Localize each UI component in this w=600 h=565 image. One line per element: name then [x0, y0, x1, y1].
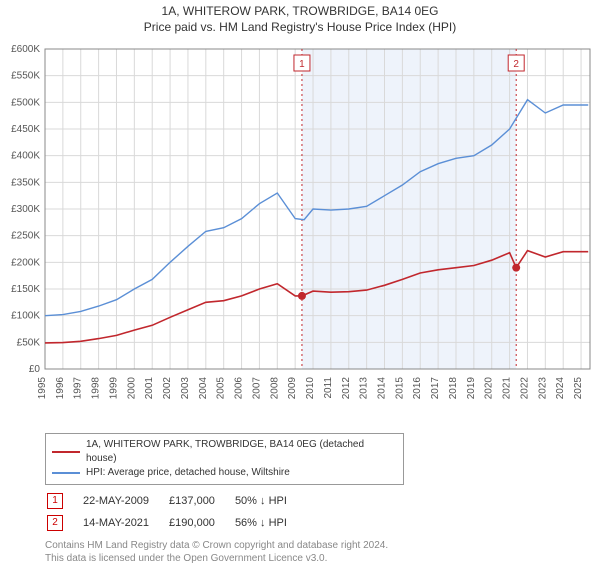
legend: 1A, WHITEROW PARK, TROWBRIDGE, BA14 0EG …: [45, 433, 404, 485]
svg-text:2015: 2015: [394, 377, 405, 400]
marker-date: 22-MAY-2009: [83, 491, 167, 511]
svg-text:1998: 1998: [91, 377, 102, 400]
svg-text:£350K: £350K: [11, 178, 40, 189]
svg-text:1995: 1995: [37, 377, 48, 400]
svg-text:2010: 2010: [305, 377, 316, 400]
svg-text:1997: 1997: [73, 377, 84, 400]
legend-swatch: [52, 472, 80, 474]
footnote: Contains HM Land Registry data © Crown c…: [45, 539, 588, 565]
marker-badge: 2: [47, 515, 63, 531]
svg-text:£50K: £50K: [17, 338, 41, 349]
svg-text:£250K: £250K: [11, 231, 40, 242]
footnote-line: Contains HM Land Registry data © Crown c…: [45, 539, 588, 552]
svg-text:£150K: £150K: [11, 284, 40, 295]
marker-delta: 50% ↓ HPI: [235, 491, 305, 511]
marker-badge: 1: [47, 493, 63, 509]
footnote-line: This data is licensed under the Open Gov…: [45, 552, 588, 565]
svg-text:2023: 2023: [537, 377, 548, 400]
svg-text:2008: 2008: [269, 377, 280, 400]
marker-row: 1 22-MAY-2009 £137,000 50% ↓ HPI: [47, 491, 305, 511]
legend-label: HPI: Average price, detached house, Wilt…: [86, 466, 290, 480]
svg-text:2016: 2016: [412, 377, 423, 400]
legend-item: 1A, WHITEROW PARK, TROWBRIDGE, BA14 0EG …: [52, 438, 397, 466]
svg-text:£400K: £400K: [11, 151, 40, 162]
svg-text:2018: 2018: [448, 377, 459, 400]
svg-text:2011: 2011: [323, 377, 334, 399]
marker-delta: 56% ↓ HPI: [235, 513, 305, 533]
marker-price: £190,000: [169, 513, 233, 533]
svg-text:£100K: £100K: [11, 311, 40, 322]
line-chart-svg: £0 £50K £100K £150K £200K £250K £300K £350K £400…: [0, 39, 600, 429]
svg-text:2002: 2002: [162, 377, 173, 400]
svg-text:2020: 2020: [484, 377, 495, 400]
legend-item: HPI: Average price, detached house, Wilt…: [52, 466, 397, 480]
marker-price: £137,000: [169, 491, 233, 511]
svg-text:2001: 2001: [144, 377, 155, 400]
chart-subtitle: Price paid vs. HM Land Registry's House …: [0, 20, 600, 36]
svg-text:2: 2: [513, 59, 519, 70]
marker-row: 2 14-MAY-2021 £190,000 56% ↓ HPI: [47, 513, 305, 533]
svg-text:1: 1: [299, 59, 305, 70]
marker-date: 14-MAY-2021: [83, 513, 167, 533]
chart-container: 1A, WHITEROW PARK, TROWBRIDGE, BA14 0EG …: [0, 4, 600, 564]
svg-text:£600K: £600K: [11, 44, 40, 55]
svg-text:£300K: £300K: [11, 204, 40, 215]
svg-text:2004: 2004: [198, 377, 209, 400]
svg-text:2005: 2005: [216, 377, 227, 400]
svg-text:£500K: £500K: [11, 98, 40, 109]
svg-text:2022: 2022: [519, 377, 530, 400]
svg-text:2007: 2007: [251, 377, 262, 400]
svg-text:2003: 2003: [180, 377, 191, 400]
svg-text:2024: 2024: [555, 377, 566, 400]
svg-text:2012: 2012: [341, 377, 352, 400]
svg-text:2019: 2019: [466, 377, 477, 400]
svg-text:£450K: £450K: [11, 124, 40, 135]
svg-text:£550K: £550K: [11, 71, 40, 82]
svg-text:£0: £0: [29, 364, 41, 375]
svg-text:2025: 2025: [573, 377, 584, 400]
legend-label: 1A, WHITEROW PARK, TROWBRIDGE, BA14 0EG …: [86, 438, 397, 466]
svg-text:2000: 2000: [126, 377, 137, 400]
svg-text:2006: 2006: [234, 377, 245, 400]
marker-table: 1 22-MAY-2009 £137,000 50% ↓ HPI 2 14-MA…: [45, 489, 307, 535]
legend-swatch: [52, 451, 80, 453]
chart-title: 1A, WHITEROW PARK, TROWBRIDGE, BA14 0EG: [0, 4, 600, 20]
svg-text:2014: 2014: [377, 377, 388, 400]
svg-text:2013: 2013: [359, 377, 370, 400]
svg-text:1996: 1996: [55, 377, 66, 400]
svg-text:£200K: £200K: [11, 258, 40, 269]
svg-text:2009: 2009: [287, 377, 298, 400]
chart-plot-area: £0 £50K £100K £150K £200K £250K £300K £350K £400…: [0, 39, 600, 429]
svg-text:2021: 2021: [502, 377, 513, 400]
svg-text:1999: 1999: [108, 377, 119, 400]
svg-text:2017: 2017: [430, 377, 441, 400]
